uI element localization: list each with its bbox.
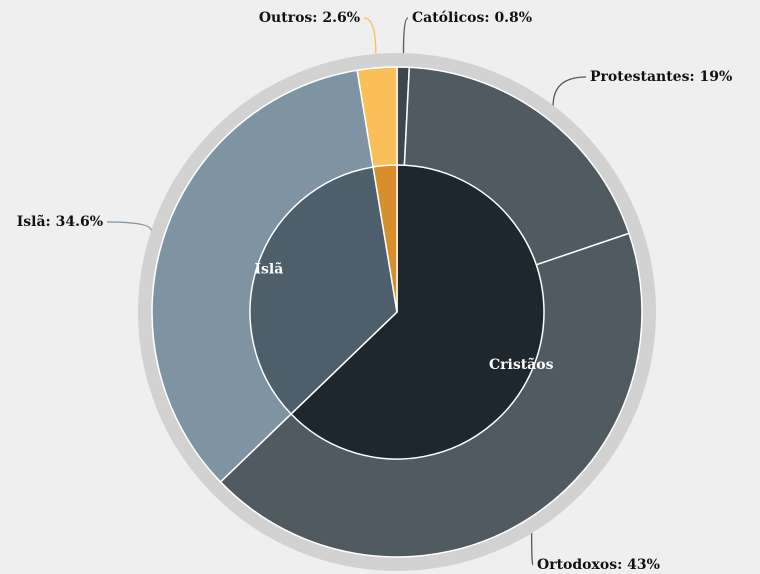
data-label: Ortodoxos: 43% (537, 557, 660, 573)
data-label: Católicos: 0.8% (412, 10, 532, 26)
data-label: Protestantes: 19% (590, 69, 732, 85)
chart: Católicos: 0.8% Protestantes: 19% Ortodoxo… (0, 0, 760, 574)
inner-label: Islã (254, 260, 283, 277)
data-label: Islã: 34.6% (17, 213, 103, 230)
data-label: Outros: 2.6% (259, 10, 360, 26)
inner-label: Cristãos (489, 356, 554, 373)
